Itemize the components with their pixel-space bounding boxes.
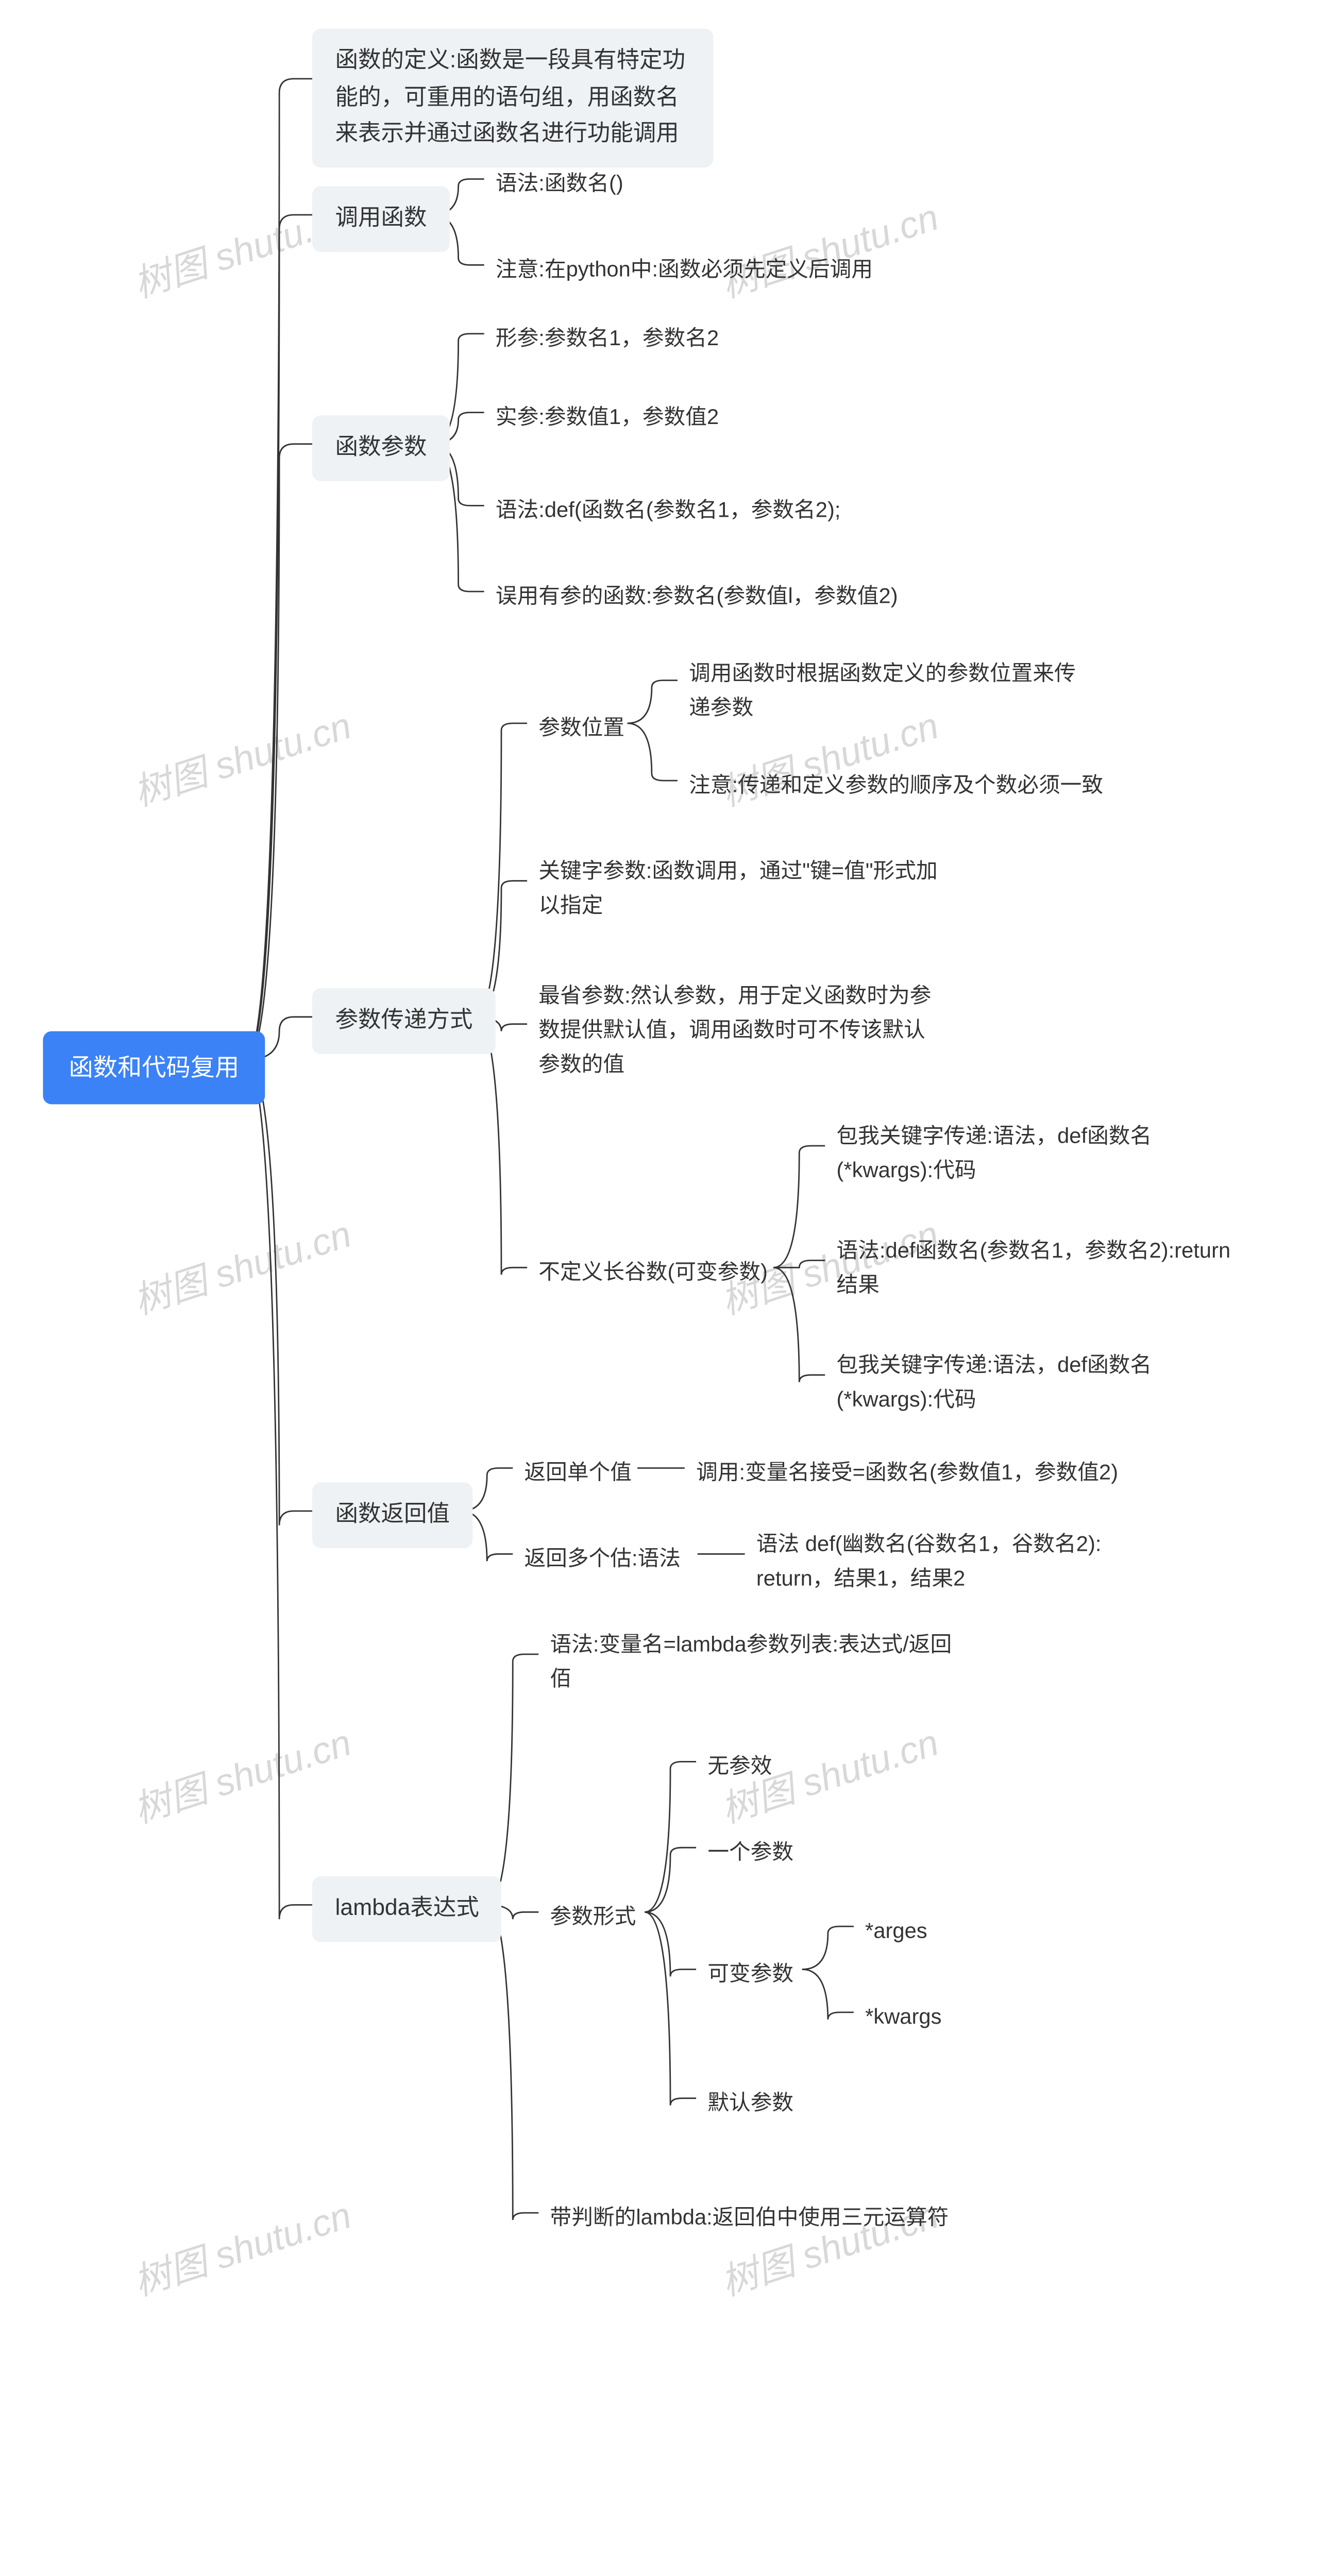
lambda-one-text: 一个参数	[707, 1840, 793, 1865]
passing-label: 参数传递方式	[335, 1008, 473, 1032]
varargs-syntax-node[interactable]: 语法:def函数名(参数名1，参数名2):return结果	[825, 1229, 1255, 1309]
watermark: 树图 shutu.cn	[126, 1714, 357, 1834]
lambda-var-node[interactable]: 可变参数	[696, 1952, 805, 1998]
call-note-node[interactable]: 注意:在python中:函数必须先定义后调用	[484, 248, 885, 294]
passing-node[interactable]: 参数传递方式	[312, 988, 496, 1054]
lambda-default-text: 默认参数	[707, 2091, 793, 2115]
call-node[interactable]: 调用函数	[312, 186, 450, 251]
position-desc-node[interactable]: 调用函数时根据函数定义的参数位置来传递参数	[678, 652, 1107, 732]
params-misuse-text: 误用有参的函数:参数名(参数值l，参数值2)	[496, 584, 898, 608]
definition-text: 函数的定义:函数是一段具有特定功能的，可重用的语句组，用函数名来表示并通过函数名…	[335, 49, 686, 147]
lambda-syntax-node[interactable]: 语法:变量名=lambda参数列表:表达式/返回佰	[538, 1623, 968, 1703]
call-label: 调用函数	[335, 206, 427, 230]
lambda-var-label: 可变参数	[707, 1962, 793, 1987]
varargs-kw2-node[interactable]: 包我关键字传递:语法，def函数名(*kwargs):代码	[825, 1344, 1255, 1424]
default-text: 最省参数:然认参数，用于定义函数时为参数提供默认值，调用函数时可不传该默认参数的…	[538, 984, 931, 1077]
position-note-node[interactable]: 注意:传递和定义参数的顺序及个数必须一致	[678, 764, 1114, 809]
lambda-forms-node[interactable]: 参数形式	[538, 1895, 647, 1941]
params-node[interactable]: 函数参数	[312, 415, 450, 481]
root-label: 函数和代码复用	[69, 1054, 239, 1081]
varargs-syntax-text: 语法:def函数名(参数名1，参数名2):return结果	[837, 1239, 1231, 1298]
call-syntax-node[interactable]: 语法:函数名()	[484, 162, 635, 208]
keyword-text: 关键字参数:函数调用，通过"键=值"形式加以指定	[538, 859, 937, 918]
lambda-none-text: 无参效	[707, 1755, 772, 1779]
lambda-ternary-text: 带判断的lambda:返回伯中使用三元运算符	[550, 2206, 949, 2230]
call-note-text: 注意:在python中:函数必须先定义后调用	[496, 258, 873, 282]
position-label: 参数位置	[538, 716, 624, 740]
varargs-node[interactable]: 不定义长谷数(可变参数)	[527, 1250, 779, 1296]
position-note-text: 注意:传递和定义参数的顺序及个数必须一致	[689, 773, 1103, 798]
return-multi-syntax-text: 语法 def(幽数名(谷数名1，谷数名2): return，结果1，结果2	[756, 1533, 1102, 1591]
lambda-ternary-node[interactable]: 带判断的lambda:返回伯中使用三元运算符	[538, 2196, 960, 2242]
return-single-call-node[interactable]: 调用:变量名接受=函数名(参数值1，参数值2)	[685, 1451, 1129, 1497]
position-node[interactable]: 参数位置	[527, 706, 636, 752]
return-label: 函数返回值	[335, 1502, 450, 1527]
params-actual-text: 实参:参数值1，参数值2	[496, 405, 719, 430]
return-node[interactable]: 函数返回值	[312, 1482, 472, 1548]
lambda-none-node[interactable]: 无参效	[696, 1744, 784, 1790]
lambda-kwargs-node[interactable]: *kwargs	[854, 1995, 953, 2041]
return-single-label: 返回单个值	[524, 1461, 632, 1485]
varargs-kw2-text: 包我关键字传递:语法，def函数名(*kwargs):代码	[837, 1353, 1152, 1412]
default-node[interactable]: 最省参数:然认参数，用于定义函数时为参数提供默认值，调用函数时可不传该默认参数的…	[527, 974, 957, 1088]
lambda-label: lambda表达式	[335, 1896, 479, 1921]
mindmap-canvas: 树图 shutu.cn 树图 shutu.cn 树图 shutu.cn 树图 s…	[0, 0, 1319, 2576]
watermark: 树图 shutu.cn	[126, 1206, 357, 1326]
params-actual-node[interactable]: 实参:参数值1，参数值2	[484, 395, 731, 441]
return-multi-label: 返回多个估:语法	[524, 1547, 680, 1571]
params-misuse-node[interactable]: 误用有参的函数:参数名(参数值l，参数值2)	[484, 574, 909, 620]
watermark: 树图 shutu.cn	[126, 2187, 357, 2307]
params-formal-text: 形参:参数名1，参数名2	[496, 327, 719, 351]
lambda-default-node[interactable]: 默认参数	[696, 2081, 805, 2127]
return-single-call-text: 调用:变量名接受=函数名(参数值1，参数值2)	[696, 1461, 1118, 1485]
lambda-kwargs-text: *kwargs	[865, 2005, 941, 2029]
lambda-syntax-text: 语法:变量名=lambda参数列表:表达式/返回佰	[550, 1633, 952, 1691]
return-single-node[interactable]: 返回单个值	[513, 1451, 643, 1497]
position-desc-text: 调用函数时根据函数定义的参数位置来传递参数	[689, 662, 1076, 720]
keyword-node[interactable]: 关键字参数:函数调用，通过"键=值"形式加以指定	[527, 850, 957, 930]
params-syntax-node[interactable]: 语法:def(函数名(参数名1，参数名2);	[484, 488, 852, 534]
lambda-forms-label: 参数形式	[550, 1905, 636, 1929]
lambda-args-node[interactable]: *arges	[854, 1909, 939, 1955]
watermark: 树图 shutu.cn	[126, 697, 357, 817]
varargs-label: 不定义长谷数(可变参数)	[538, 1260, 768, 1284]
return-multi-syntax-node[interactable]: 语法 def(幽数名(谷数名1，谷数名2): return，结果1，结果2	[745, 1522, 1175, 1603]
lambda-one-node[interactable]: 一个参数	[696, 1831, 805, 1876]
lambda-node[interactable]: lambda表达式	[312, 1876, 502, 1942]
lambda-args-text: *arges	[865, 1919, 927, 1943]
varargs-kw1-text: 包我关键字传递:语法，def函数名(*kwargs):代码	[837, 1124, 1152, 1183]
root-node[interactable]: 函数和代码复用	[43, 1031, 265, 1105]
call-syntax-text: 语法:函数名()	[496, 172, 623, 196]
params-syntax-text: 语法:def(函数名(参数名1，参数名2);	[496, 498, 841, 522]
return-multi-node[interactable]: 返回多个估:语法	[513, 1537, 692, 1583]
varargs-kw1-node[interactable]: 包我关键字传递:语法，def函数名(*kwargs):代码	[825, 1114, 1255, 1195]
definition-node[interactable]: 函数的定义:函数是一段具有特定功能的，可重用的语句组，用函数名来表示并通过函数名…	[312, 29, 713, 167]
params-label: 函数参数	[335, 435, 427, 460]
params-formal-node[interactable]: 形参:参数名1，参数名2	[484, 316, 731, 362]
